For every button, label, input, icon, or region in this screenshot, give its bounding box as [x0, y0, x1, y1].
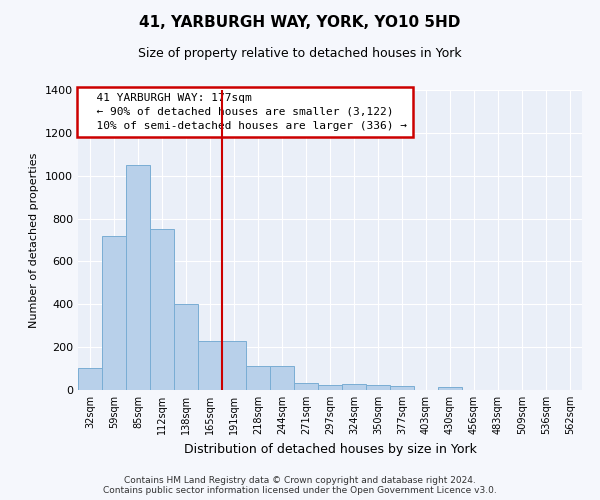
Bar — [102, 236, 126, 390]
Bar — [390, 386, 414, 390]
Text: Contains HM Land Registry data © Crown copyright and database right 2024.
Contai: Contains HM Land Registry data © Crown c… — [103, 476, 497, 495]
X-axis label: Distribution of detached houses by size in York: Distribution of detached houses by size … — [184, 442, 476, 456]
Bar — [366, 384, 390, 390]
Bar — [270, 366, 294, 390]
Bar — [246, 366, 270, 390]
Bar — [78, 368, 102, 390]
Text: Size of property relative to detached houses in York: Size of property relative to detached ho… — [138, 48, 462, 60]
Bar — [294, 382, 318, 390]
Bar — [126, 165, 150, 390]
Bar — [198, 340, 222, 390]
Bar — [438, 387, 462, 390]
Text: 41 YARBURGH WAY: 177sqm
  ← 90% of detached houses are smaller (3,122)
  10% of : 41 YARBURGH WAY: 177sqm ← 90% of detache… — [83, 93, 407, 131]
Text: 41, YARBURGH WAY, YORK, YO10 5HD: 41, YARBURGH WAY, YORK, YO10 5HD — [139, 15, 461, 30]
Bar — [222, 340, 246, 390]
Y-axis label: Number of detached properties: Number of detached properties — [29, 152, 40, 328]
Bar — [342, 384, 366, 390]
Bar — [174, 304, 198, 390]
Bar — [150, 230, 174, 390]
Bar — [318, 384, 342, 390]
